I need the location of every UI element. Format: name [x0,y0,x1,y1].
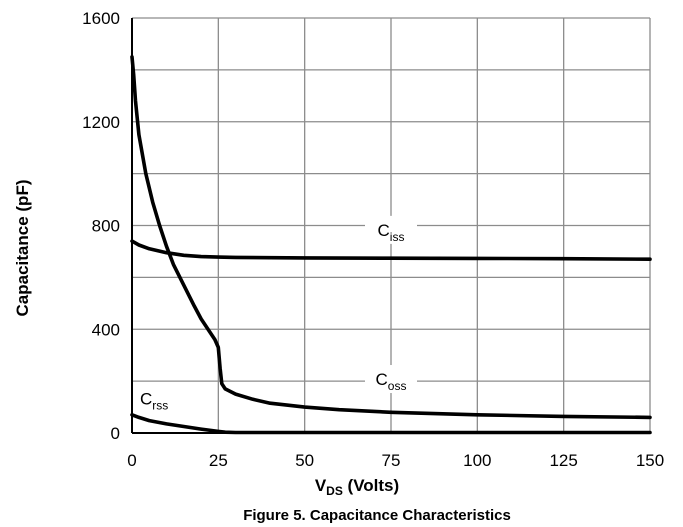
series-label-oss: Coss [365,365,417,394]
x-axis-title: VDS (Volts) [315,476,399,498]
x-tick-label: 150 [636,451,664,470]
x-tick-label: 100 [463,451,491,470]
series-label-iss: Ciss [365,215,417,244]
grid [132,17,651,433]
y-tick-label: 400 [92,320,120,339]
x-tick-label: 125 [549,451,577,470]
series-line-iss [130,239,652,261]
x-tick-label: 25 [209,451,228,470]
x-tick-label: 0 [127,451,136,470]
series-label-text: Crss [140,389,168,412]
y-tick-label: 1200 [82,113,120,132]
y-tick-label: 800 [92,217,120,236]
figure-caption: Figure 5. Capacitance Characteristics [243,507,511,524]
y-axis-title: Capacitance (pF) [13,180,32,317]
x-tick-label: 50 [295,451,314,470]
label-background [365,365,417,394]
y-tick-labels: 0 400 800 1200 1600 [82,9,120,443]
series-label-text: Coss [376,370,407,393]
y-tick-label: 0 [111,424,120,443]
series-lines [130,55,652,435]
series-line-rss [130,413,652,435]
series-labels: Ciss Coss Crss [140,215,417,412]
x-tick-label: 75 [382,451,401,470]
series-line-oss [130,55,652,420]
label-background [365,215,417,244]
x-tick-labels: 0 25 50 75 100 125 150 [127,451,664,470]
y-tick-label: 1600 [82,9,120,28]
series-label-text: Ciss [378,221,405,244]
series-label-rss: Crss [140,389,168,412]
